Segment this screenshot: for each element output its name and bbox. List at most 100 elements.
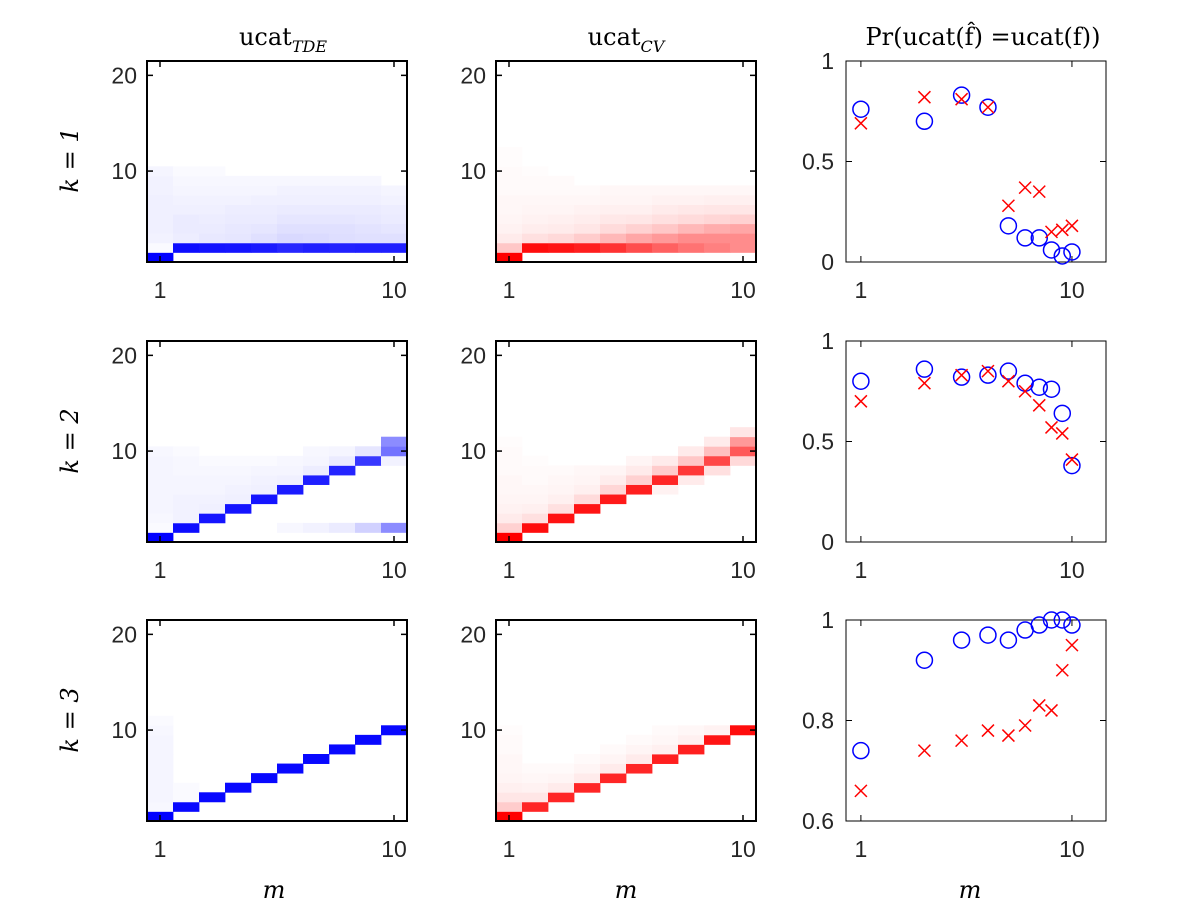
heatmap-cell <box>522 763 549 774</box>
data-point-circle <box>952 631 971 649</box>
data-point-circle <box>1042 611 1061 629</box>
data-point-cross <box>1065 219 1079 233</box>
x-axis-label-cv: m <box>615 876 638 904</box>
heatmap-cell <box>381 214 408 225</box>
heatmap-cell <box>496 233 523 244</box>
data-point-cross <box>955 734 969 748</box>
heatmap-cell <box>548 185 575 196</box>
heatmap-cell <box>199 792 226 803</box>
y-tick-label: 0 <box>821 529 834 555</box>
data-point-cross <box>981 724 995 738</box>
data-point-circle <box>952 86 971 104</box>
series-crosses <box>854 638 1079 798</box>
data-point-cross <box>1018 718 1032 733</box>
heatmap-cell <box>381 195 408 205</box>
heatmap-cell <box>496 166 523 177</box>
heatmap-cell <box>522 223 549 234</box>
data-point-circle <box>1053 247 1072 265</box>
data-point-circle <box>852 741 870 760</box>
heatmap-cell <box>251 204 278 215</box>
heatmap-cell <box>199 233 226 244</box>
heatmap-cell <box>329 446 356 457</box>
data-point-cross <box>1044 225 1059 239</box>
heatmap-cell <box>574 223 601 234</box>
heatmap-cell <box>626 233 653 244</box>
heatmap-cell <box>704 725 731 736</box>
heatmap-cell <box>652 195 679 205</box>
heatmap-cell <box>173 782 200 793</box>
y-tick-label: 20 <box>111 621 137 647</box>
heatmap-cell <box>652 475 679 485</box>
heatmap-cell <box>574 475 601 485</box>
data-point-circle <box>1030 229 1049 247</box>
heatmap-cell <box>381 185 408 196</box>
heatmap-cell <box>678 725 705 736</box>
heatmap-cell <box>303 465 330 476</box>
heatmap-cell <box>496 734 523 745</box>
heatmap-cell <box>730 242 757 253</box>
heatmap-cell <box>574 773 601 784</box>
series-circles <box>852 86 1081 265</box>
heatmap-cell <box>147 446 174 457</box>
heatmap-cell <box>678 455 705 466</box>
heatmap-cell <box>626 195 653 205</box>
heatmap-cell <box>329 204 356 215</box>
y-tick-label: 10 <box>460 158 486 184</box>
heatmap-cell <box>600 233 627 244</box>
heatmap-cell <box>173 195 200 205</box>
y-tick-label: 20 <box>460 621 486 647</box>
heatmap-cell <box>225 195 252 205</box>
heatmap-cell <box>303 446 330 457</box>
data-point-circle <box>1053 611 1072 629</box>
row-label-k3: k = 3 <box>56 687 84 752</box>
y-tick-label: 10 <box>111 158 137 184</box>
heatmap-cell <box>173 166 200 177</box>
col-title-tde: ucatTDE <box>239 23 327 56</box>
x-tick-label: 1 <box>154 557 167 583</box>
heatmap-cell <box>548 503 575 514</box>
heatmap-cell <box>199 242 226 253</box>
heatmap-cell <box>199 185 226 196</box>
heatmap-cell <box>522 484 549 495</box>
y-tick-label: 20 <box>111 62 137 88</box>
heatmap-cell <box>652 233 679 244</box>
heatmap-cell <box>277 214 304 225</box>
heatmap-cell <box>730 446 757 457</box>
heatmap-cell <box>704 465 731 476</box>
heatmap-cell <box>496 465 523 476</box>
panel-3: 0 0.5 1 1 10 <box>802 48 1107 303</box>
data-point-cross <box>917 744 931 758</box>
data-point-circle <box>852 372 870 390</box>
x-tick-label: 10 <box>381 836 407 862</box>
heatmap-cell <box>522 494 549 505</box>
heatmap-cell <box>173 494 200 505</box>
x-tick-label: 1 <box>503 277 516 303</box>
heatmap-cell <box>147 503 174 514</box>
data-point-cross <box>854 116 868 130</box>
heatmap-cell <box>199 214 226 225</box>
heatmap-cell <box>199 484 226 495</box>
heatmap-cell <box>329 455 356 466</box>
x-tick-label: 10 <box>1059 836 1085 862</box>
heatmap-cell <box>173 801 200 812</box>
x-tick-label: 1 <box>854 557 867 583</box>
heatmap-cell <box>574 185 601 196</box>
data-point-circle <box>1042 380 1061 398</box>
x-tick-label: 10 <box>730 557 756 583</box>
heatmap-cell <box>600 242 627 253</box>
heatmap-cell <box>548 223 575 234</box>
heatmap-cell <box>251 242 278 253</box>
data-point-cross <box>1055 426 1069 440</box>
data-point-cross <box>1032 698 1046 712</box>
heatmap-cell <box>496 204 523 215</box>
y-tick-label: 20 <box>460 62 486 88</box>
heatmap-cell <box>730 185 757 196</box>
heatmap-cell <box>496 475 523 485</box>
x-tick-label: 10 <box>730 277 756 303</box>
heatmap-cell <box>678 744 705 755</box>
heatmap-cell <box>199 503 226 514</box>
panel-8: 10 20 1 10 <box>460 619 757 862</box>
heatmap-cell <box>626 242 653 253</box>
heatmap-cell <box>173 175 200 186</box>
heatmap-cell <box>652 242 679 253</box>
